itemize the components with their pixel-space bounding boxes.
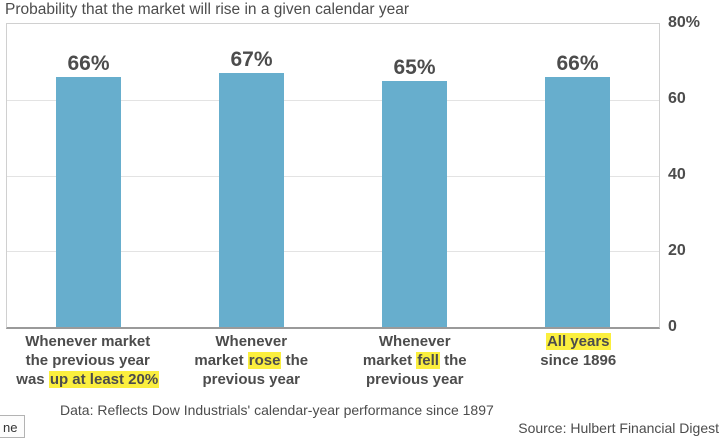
bar-column-3: 65%: [333, 24, 496, 327]
y-axis: 80% 60 40 20 0: [668, 15, 718, 335]
category-label-line: Whenever market: [6, 332, 170, 351]
label-text: the previous year: [25, 352, 150, 369]
category-label-line: market fell the: [333, 351, 497, 370]
label-text: since 1896: [540, 352, 617, 369]
x-axis-category-labels: Whenever market the previous year was up a…: [6, 332, 660, 389]
highlighted-text: up at least 20%: [48, 371, 160, 388]
bar-value-label: 66%: [67, 52, 110, 76]
label-text: the: [439, 352, 467, 369]
category-label-line: All years: [497, 332, 661, 351]
label-text: the: [281, 352, 309, 369]
label-text: Whenever: [215, 333, 288, 350]
bar-value-label: 66%: [556, 52, 599, 76]
label-text: market: [194, 352, 248, 369]
chart-title: Probability that the market will rise in…: [5, 1, 410, 18]
bar: [219, 73, 284, 327]
bar: [382, 80, 447, 327]
category-label-4: All years since 1896: [497, 332, 661, 389]
gridline-60: [7, 99, 659, 101]
y-tick-label-40: 40: [668, 166, 686, 183]
bar: [56, 77, 121, 327]
bar-column-4: 66%: [496, 24, 659, 327]
category-label-1: Whenever market the previous year was up a…: [6, 332, 170, 389]
source-credit: Source: Hulbert Financial Digest: [518, 420, 719, 436]
highlighted-text: fell: [416, 352, 440, 369]
category-label-2: Whenever market rose the previous year: [170, 332, 334, 389]
data-note: Data: Reflects Dow Industrials' calendar…: [60, 402, 494, 418]
category-label-line: Whenever: [170, 332, 334, 351]
label-text: Whenever market: [25, 333, 151, 350]
bar-value-label: 65%: [393, 55, 436, 79]
category-label-line: previous year: [170, 370, 334, 389]
plot-area: 66% 67% 65% 66%: [6, 23, 660, 329]
gridline-20: [7, 251, 659, 253]
label-text: market: [362, 352, 417, 369]
category-label-line: was up at least 20%: [6, 370, 170, 389]
y-tick-label-0: 0: [668, 318, 677, 335]
bar-value-label: 67%: [230, 48, 273, 72]
gridline-40: [7, 175, 659, 177]
highlighted-text: rose: [247, 352, 282, 369]
category-label-line: since 1896: [497, 351, 661, 370]
bar-column-1: 66%: [7, 24, 170, 327]
bar-column-2: 67%: [170, 24, 333, 327]
bar: [545, 77, 610, 327]
category-label-3: Whenever market fell the previous year: [333, 332, 497, 389]
category-label-line: market rose the: [170, 351, 334, 370]
y-tick-label-80: 80%: [668, 14, 701, 31]
category-label-line: Whenever: [333, 332, 497, 351]
y-tick-label-20: 20: [668, 242, 686, 259]
label-text: previous year: [365, 371, 464, 388]
link-preview-fragment: ne: [0, 415, 26, 438]
y-tick-label-60: 60: [668, 90, 686, 107]
category-label-line: the previous year: [6, 351, 170, 370]
label-text: previous year: [202, 371, 301, 388]
category-label-line: previous year: [333, 370, 497, 389]
highlighted-text: All years: [545, 333, 611, 350]
label-text: Whenever: [378, 333, 451, 350]
label-text: was: [16, 371, 49, 388]
